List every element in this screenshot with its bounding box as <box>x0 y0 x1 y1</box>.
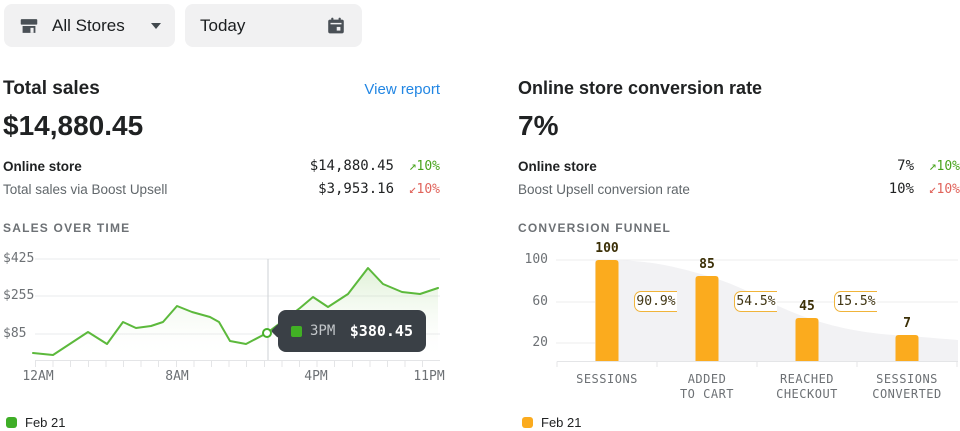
y-tick: 60 <box>532 294 548 309</box>
sales-legend: Feb 21 <box>6 414 65 430</box>
legend-swatch-green <box>6 416 17 428</box>
conversion-panel: Online store conversion rate 7% Online s… <box>518 0 960 431</box>
x-tick: 4PM <box>304 369 328 384</box>
y-tick: $425 <box>3 251 35 266</box>
metric-value: 10% <box>888 181 914 197</box>
calendar-icon <box>325 15 347 37</box>
store-filter-dropdown[interactable]: All Stores <box>4 4 175 47</box>
conversion-title: Online store conversion rate <box>518 78 763 98</box>
sales-over-time-title: SALES OVER TIME <box>3 221 131 235</box>
funnel-category-label: SESSIONS <box>576 372 638 386</box>
metric-label: Online store <box>518 158 597 174</box>
conversion-rate-tag: 54.5% <box>734 291 777 312</box>
legend-swatch-orange <box>522 416 533 428</box>
x-tick: 11PM <box>413 369 445 384</box>
legend-label: Feb 21 <box>25 414 66 430</box>
conversion-funnel-title: CONVERSION FUNNEL <box>518 221 672 235</box>
x-tick: 12AM <box>22 369 54 384</box>
metric-value: 7% <box>897 158 914 174</box>
funnel-category-label: ADDED TO CART <box>679 372 735 401</box>
y-tick: 20 <box>532 335 548 350</box>
metric-row-boost-upsell: Total sales via Boost Upsell $3,953.16 ↙… <box>3 179 440 199</box>
conversion-rate-tag: 90.9% <box>634 291 677 312</box>
y-tick: 100 <box>524 252 548 267</box>
total-sales-value: $14,880.45 <box>3 110 144 141</box>
tooltip-value: $380.45 <box>349 322 413 340</box>
chart-tooltip: 3PM $380.45 <box>278 310 426 352</box>
y-tick: $85 <box>3 326 27 341</box>
metric-row-online-store-rate: Online store 7% ↗10% <box>518 156 960 176</box>
conversion-value: 7% <box>518 110 559 141</box>
bar-value-label: 7 <box>903 316 911 331</box>
funnel-bar-reached-checkout <box>795 318 819 361</box>
date-filter-dropdown[interactable]: Today <box>185 4 362 47</box>
metric-value: $3,953.16 <box>318 181 394 197</box>
x-tick: 8AM <box>165 369 189 384</box>
storefront-icon <box>18 15 40 37</box>
metric-delta-down: ↙10% <box>408 181 440 197</box>
metric-delta-up: ↗10% <box>408 158 440 174</box>
store-filter-label: All Stores <box>52 15 125 35</box>
metric-row-boost-upsell-rate: Boost Upsell conversion rate 10% ↙10% <box>518 179 960 199</box>
legend-label: Feb 21 <box>541 414 582 430</box>
chevron-down-icon <box>151 22 161 29</box>
metric-label: Online store <box>3 158 82 174</box>
bar-value-label: 100 <box>595 241 619 256</box>
sales-x-axis <box>35 360 440 367</box>
funnel-category-label: SESSIONS CONVERTED <box>872 372 942 401</box>
funnel-category-label: REACHED CHECKOUT <box>776 372 838 401</box>
funnel-bar-sessions <box>595 260 619 361</box>
funnel-bar-added-to-cart <box>695 276 719 361</box>
bar-value-label: 85 <box>699 257 715 272</box>
total-sales-title: Total sales <box>3 78 100 99</box>
tooltip-series-swatch <box>291 325 302 337</box>
funnel-legend: Feb 21 <box>522 414 581 430</box>
metric-row-online-store: Online store $14,880.45 ↗10% <box>3 156 440 176</box>
metric-value: $14,880.45 <box>309 158 394 174</box>
funnel-bar-sessions-converted <box>895 335 919 361</box>
metric-delta-up: ↗10% <box>928 158 960 174</box>
total-sales-panel: Total sales View report $14,880.45 Onlin… <box>3 0 445 431</box>
metric-label: Total sales via Boost Upsell <box>3 181 168 197</box>
date-filter-label: Today <box>200 15 246 35</box>
hover-point-marker <box>262 328 272 338</box>
bar-value-label: 45 <box>799 299 815 314</box>
y-tick: $255 <box>3 288 35 303</box>
view-report-link[interactable]: View report <box>364 81 440 98</box>
tooltip-time: 3PM <box>310 323 336 339</box>
metric-label: Boost Upsell conversion rate <box>518 181 690 197</box>
conversion-rate-tag: 15.5% <box>834 291 877 312</box>
metric-delta-down: ↙10% <box>928 181 960 197</box>
